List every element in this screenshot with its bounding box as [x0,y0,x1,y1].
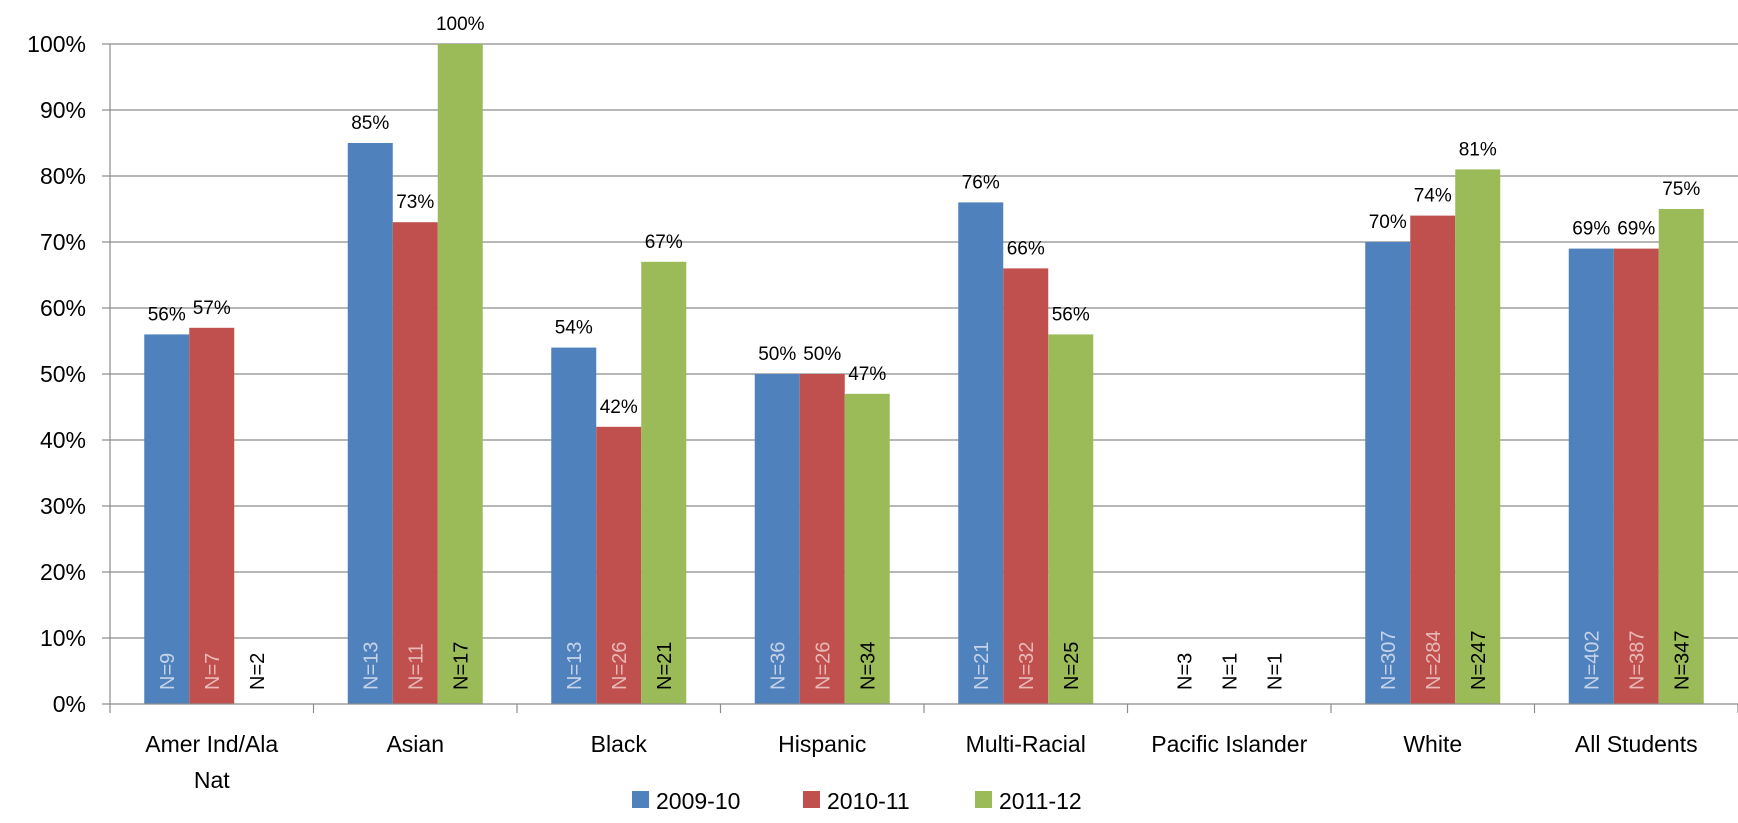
bar [437,44,483,704]
y-tick-label: 80% [40,163,86,189]
data-label: 81% [1459,139,1497,160]
data-label: 57% [193,298,231,319]
n-label: N=13 [360,642,382,690]
n-label: N=36 [767,642,789,690]
bar [958,202,1004,704]
bar [1365,242,1411,704]
data-label: 76% [962,172,1000,193]
n-label: N=247 [1468,631,1490,691]
y-axis: 0% 10% 20% 30% 40% 50% 60% 70% 80% 90% 100% [27,31,111,717]
n-label: N=26 [609,642,631,690]
n-label: N=17 [450,642,472,690]
data-label: 56% [148,304,186,325]
bar [754,374,800,704]
data-label: 50% [758,344,796,365]
n-label: N=7 [202,653,224,690]
legend-label: 2011-12 [999,788,1082,814]
bar [392,222,438,704]
y-tick-label: 50% [40,361,86,387]
n-label: N=25 [1061,642,1083,690]
category-label: Black [591,731,648,757]
legend-swatch [803,791,820,808]
y-tick-label: 90% [40,97,86,123]
n-label: N=1 [1219,653,1241,690]
y-tick-label: 30% [40,493,86,519]
data-label: 69% [1617,219,1655,240]
n-label: N=26 [812,642,834,690]
bar [1455,169,1501,704]
category-label: Multi-Racial [966,731,1086,757]
n-label: N=11 [405,643,427,690]
y-tick-label: 100% [27,31,86,57]
data-label: 69% [1572,219,1610,240]
data-label: 50% [803,344,841,365]
legend-label: 2010-11 [827,788,910,814]
data-label: 73% [396,192,434,213]
y-tick-label: 10% [40,625,86,651]
category-label: Pacific Islander [1151,731,1307,757]
n-label: N=387 [1626,631,1648,691]
category-label: Asian [386,731,444,757]
n-label: N=32 [1016,642,1038,690]
category-label: Amer Ind/Ala [145,731,278,757]
n-label: N=9 [157,653,179,690]
data-label: 74% [1414,186,1452,207]
category-label: Hispanic [778,731,866,757]
data-label: 70% [1369,212,1407,233]
data-label: 42% [600,397,638,418]
x-axis: Amer Ind/Ala Nat Asian Black Hispanic Multi-R… [109,703,1738,793]
y-tick-label: 40% [40,427,86,453]
data-label: 54% [555,318,593,339]
bar [1568,248,1614,704]
bar [844,393,890,704]
n-label: N=21 [971,642,993,690]
n-label: N=21 [654,642,676,690]
data-label: 67% [645,232,683,253]
category-label: All Students [1575,731,1698,757]
category-label: White [1403,731,1462,757]
n-label: N=347 [1671,631,1693,691]
data-label: 85% [351,113,389,134]
bar [347,143,393,704]
legend-label: 2009-10 [656,788,740,814]
n-label: N=402 [1581,631,1603,691]
bar [1658,209,1704,704]
n-label: N=284 [1423,631,1445,691]
n-label: N=307 [1378,631,1400,691]
bar [1003,268,1049,704]
y-tick-label: 70% [40,229,86,255]
legend-swatch [632,791,649,808]
bar [641,261,687,704]
bars: 56% N=9 57% N=7 N=2 85% N=13 73% N=11 100% N=17 54%… [144,14,1704,704]
bar [1048,334,1094,704]
bar [1613,248,1659,704]
data-label: 56% [1052,304,1090,325]
bar [596,426,642,704]
data-label: 100% [436,14,485,35]
n-label: N=13 [564,642,586,690]
y-tick-label: 0% [53,691,86,717]
legend-swatch [975,791,992,808]
y-tick-label: 60% [40,295,86,321]
bar [799,374,845,704]
n-label: N=1 [1264,653,1286,690]
bar [189,327,235,704]
bar [1410,215,1456,704]
data-label: 47% [848,364,886,385]
bar [551,347,597,704]
legend: 2009-10 2010-11 2011-12 [632,788,1082,814]
category-label: Nat [194,767,230,793]
data-label: 66% [1007,238,1045,259]
n-label: N=3 [1174,653,1196,690]
n-label: N=34 [857,642,879,690]
data-label: 75% [1662,179,1700,200]
bar [144,334,190,704]
y-tick-label: 20% [40,559,86,585]
n-label: N=2 [247,653,269,690]
